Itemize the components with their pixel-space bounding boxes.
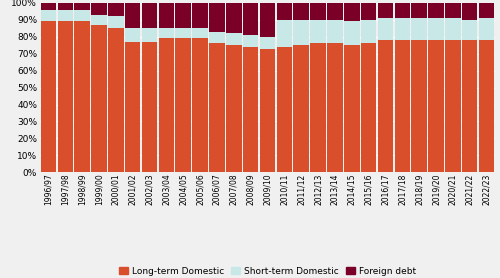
Bar — [40, 9, 56, 21]
Bar — [294, 45, 309, 172]
Bar — [276, 20, 292, 47]
Bar — [40, 3, 56, 9]
Bar — [158, 38, 174, 172]
Bar — [74, 9, 90, 21]
Bar — [394, 40, 410, 172]
Bar — [74, 3, 90, 9]
Bar — [378, 40, 393, 172]
Bar — [394, 18, 410, 40]
Bar — [192, 3, 208, 28]
Bar — [310, 43, 326, 172]
Bar — [327, 20, 342, 43]
Bar — [125, 3, 140, 28]
Bar — [428, 40, 444, 172]
Bar — [209, 3, 224, 32]
Bar — [125, 42, 140, 172]
Bar — [158, 3, 174, 28]
Bar — [243, 35, 258, 47]
Bar — [209, 32, 224, 43]
Bar — [428, 18, 444, 40]
Bar — [412, 18, 427, 40]
Bar — [91, 15, 106, 25]
Bar — [344, 45, 360, 172]
Bar — [445, 18, 460, 40]
Bar — [394, 3, 410, 18]
Bar — [479, 3, 494, 18]
Bar — [479, 40, 494, 172]
Bar — [276, 3, 292, 20]
Bar — [58, 9, 73, 21]
Bar — [412, 3, 427, 18]
Bar — [462, 20, 477, 40]
Bar — [142, 28, 158, 42]
Bar — [40, 21, 56, 172]
Bar — [74, 21, 90, 172]
Bar — [378, 18, 393, 40]
Bar — [445, 3, 460, 18]
Bar — [91, 3, 106, 15]
Bar — [260, 49, 276, 172]
Bar — [209, 43, 224, 172]
Bar — [260, 3, 276, 37]
Bar — [192, 38, 208, 172]
Bar — [310, 20, 326, 43]
Bar — [192, 28, 208, 38]
Bar — [158, 28, 174, 38]
Bar — [294, 3, 309, 20]
Bar — [361, 3, 376, 20]
Bar — [243, 3, 258, 35]
Bar — [91, 25, 106, 172]
Legend: Long-term Domestic, Short-term Domestic, Foreign debt: Long-term Domestic, Short-term Domestic,… — [118, 265, 418, 278]
Bar — [125, 28, 140, 42]
Bar — [108, 16, 124, 28]
Bar — [58, 21, 73, 172]
Bar — [142, 42, 158, 172]
Bar — [176, 28, 191, 38]
Bar — [344, 21, 360, 45]
Bar — [479, 18, 494, 40]
Bar — [226, 45, 242, 172]
Bar — [58, 3, 73, 9]
Bar — [226, 3, 242, 33]
Bar — [412, 40, 427, 172]
Bar — [243, 47, 258, 172]
Bar — [176, 38, 191, 172]
Bar — [176, 3, 191, 28]
Bar — [428, 3, 444, 18]
Bar — [142, 3, 158, 28]
Bar — [108, 3, 124, 16]
Bar — [327, 43, 342, 172]
Bar — [310, 3, 326, 20]
Bar — [445, 40, 460, 172]
Bar — [226, 33, 242, 45]
Bar — [462, 3, 477, 20]
Bar — [361, 20, 376, 43]
Bar — [462, 40, 477, 172]
Bar — [260, 37, 276, 49]
Bar — [327, 3, 342, 20]
Bar — [294, 20, 309, 45]
Bar — [108, 28, 124, 172]
Bar — [344, 3, 360, 21]
Bar — [361, 43, 376, 172]
Bar — [276, 47, 292, 172]
Bar — [378, 3, 393, 18]
